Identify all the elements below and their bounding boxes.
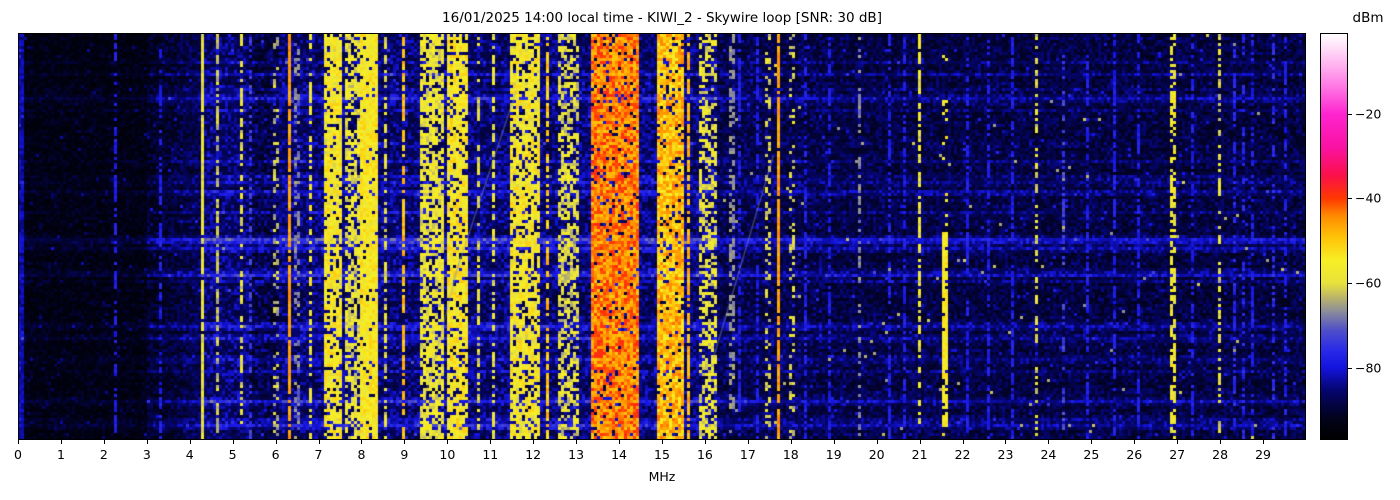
colorbar-tick-label: −20 (1355, 106, 1382, 122)
colorbar-tick-label: −60 (1355, 275, 1382, 291)
x-tick-label: 9 (400, 447, 409, 462)
colorbar-unit-label: dBm (1352, 10, 1384, 26)
x-tick-label: 20 (868, 447, 885, 462)
x-tick (1005, 440, 1007, 444)
x-tick (790, 440, 792, 444)
x-tick (189, 440, 191, 444)
x-tick (404, 440, 406, 444)
x-tick (704, 440, 706, 444)
x-tick-label: 27 (1169, 447, 1186, 462)
colorbar-tick-label: −80 (1355, 360, 1382, 376)
x-tick (747, 440, 749, 444)
plot-title: 16/01/2025 14:00 local time - KIWI_2 - S… (442, 10, 882, 26)
x-tick-label: 16 (696, 447, 713, 462)
x-tick (533, 440, 535, 444)
x-tick (103, 440, 105, 444)
x-tick (361, 440, 363, 444)
x-tick-label: 5 (228, 447, 237, 462)
x-tick (275, 440, 277, 444)
x-tick (619, 440, 621, 444)
x-tick (1177, 440, 1179, 444)
spectrogram-canvas (19, 34, 1305, 439)
x-tick-label: 1 (56, 447, 65, 462)
x-tick-label: 14 (611, 447, 628, 462)
x-tick-label: 17 (739, 447, 756, 462)
colorbar (1320, 33, 1348, 440)
x-tick (919, 440, 921, 444)
plot-area (18, 33, 1306, 440)
x-tick-label: 2 (99, 447, 108, 462)
x-tick (146, 440, 148, 444)
x-tick (447, 440, 449, 444)
x-tick (662, 440, 663, 444)
x-tick-label: 6 (271, 447, 280, 462)
x-tick-label: 13 (568, 447, 585, 462)
x-tick (1091, 440, 1093, 444)
colorbar-tick (1348, 113, 1352, 115)
x-tick-label: 21 (911, 447, 928, 462)
x-tick (1134, 440, 1136, 444)
x-tick (318, 440, 320, 444)
x-tick-label: 28 (1212, 447, 1229, 462)
x-tick-label: 24 (1040, 447, 1057, 462)
x-tick-label: 26 (1126, 447, 1143, 462)
x-tick (833, 440, 835, 444)
x-tick (490, 440, 492, 444)
x-tick-label: 23 (997, 447, 1014, 462)
x-tick-label: 7 (314, 447, 323, 462)
x-tick-label: 3 (142, 447, 151, 462)
x-tick-label: 22 (954, 447, 971, 462)
x-tick-label: 11 (482, 447, 499, 462)
x-tick (576, 440, 578, 444)
x-tick (1263, 440, 1265, 444)
x-tick-label: 0 (14, 447, 22, 462)
x-tick (876, 440, 878, 444)
x-tick-label: 12 (525, 447, 542, 462)
x-axis-label: MHz (648, 469, 676, 484)
x-tick-label: 25 (1083, 447, 1100, 462)
x-tick (1048, 440, 1050, 444)
x-tick-label: 4 (185, 447, 194, 462)
x-tick-label: 15 (654, 447, 670, 462)
x-tick (60, 440, 62, 444)
colorbar-tick (1348, 367, 1352, 369)
x-tick-label: 8 (357, 447, 366, 462)
colorbar-tick (1348, 283, 1352, 285)
x-tick (18, 440, 19, 444)
x-tick (962, 440, 964, 444)
x-tick-label: 29 (1255, 447, 1272, 462)
x-tick (1220, 440, 1222, 444)
x-tick-label: 19 (825, 447, 842, 462)
colorbar-tick-label: −40 (1355, 190, 1382, 206)
colorbar-tick (1348, 198, 1352, 200)
x-tick-label: 10 (439, 447, 456, 462)
x-tick (232, 440, 234, 444)
x-tick-label: 18 (782, 447, 799, 462)
